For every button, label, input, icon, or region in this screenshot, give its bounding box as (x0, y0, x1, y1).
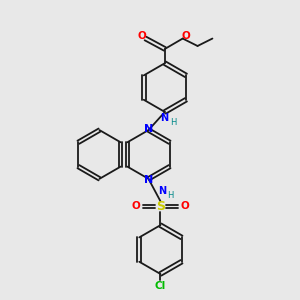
Text: N: N (158, 186, 166, 196)
Text: N: N (144, 175, 153, 185)
Text: S: S (156, 200, 165, 213)
Text: O: O (138, 31, 146, 41)
Text: Cl: Cl (155, 281, 166, 291)
Text: O: O (132, 202, 140, 212)
Text: N: N (160, 113, 168, 123)
Text: N: N (144, 124, 153, 134)
Text: O: O (182, 31, 190, 41)
Text: H: H (170, 118, 176, 127)
Text: O: O (180, 202, 189, 212)
Text: H: H (168, 191, 174, 200)
